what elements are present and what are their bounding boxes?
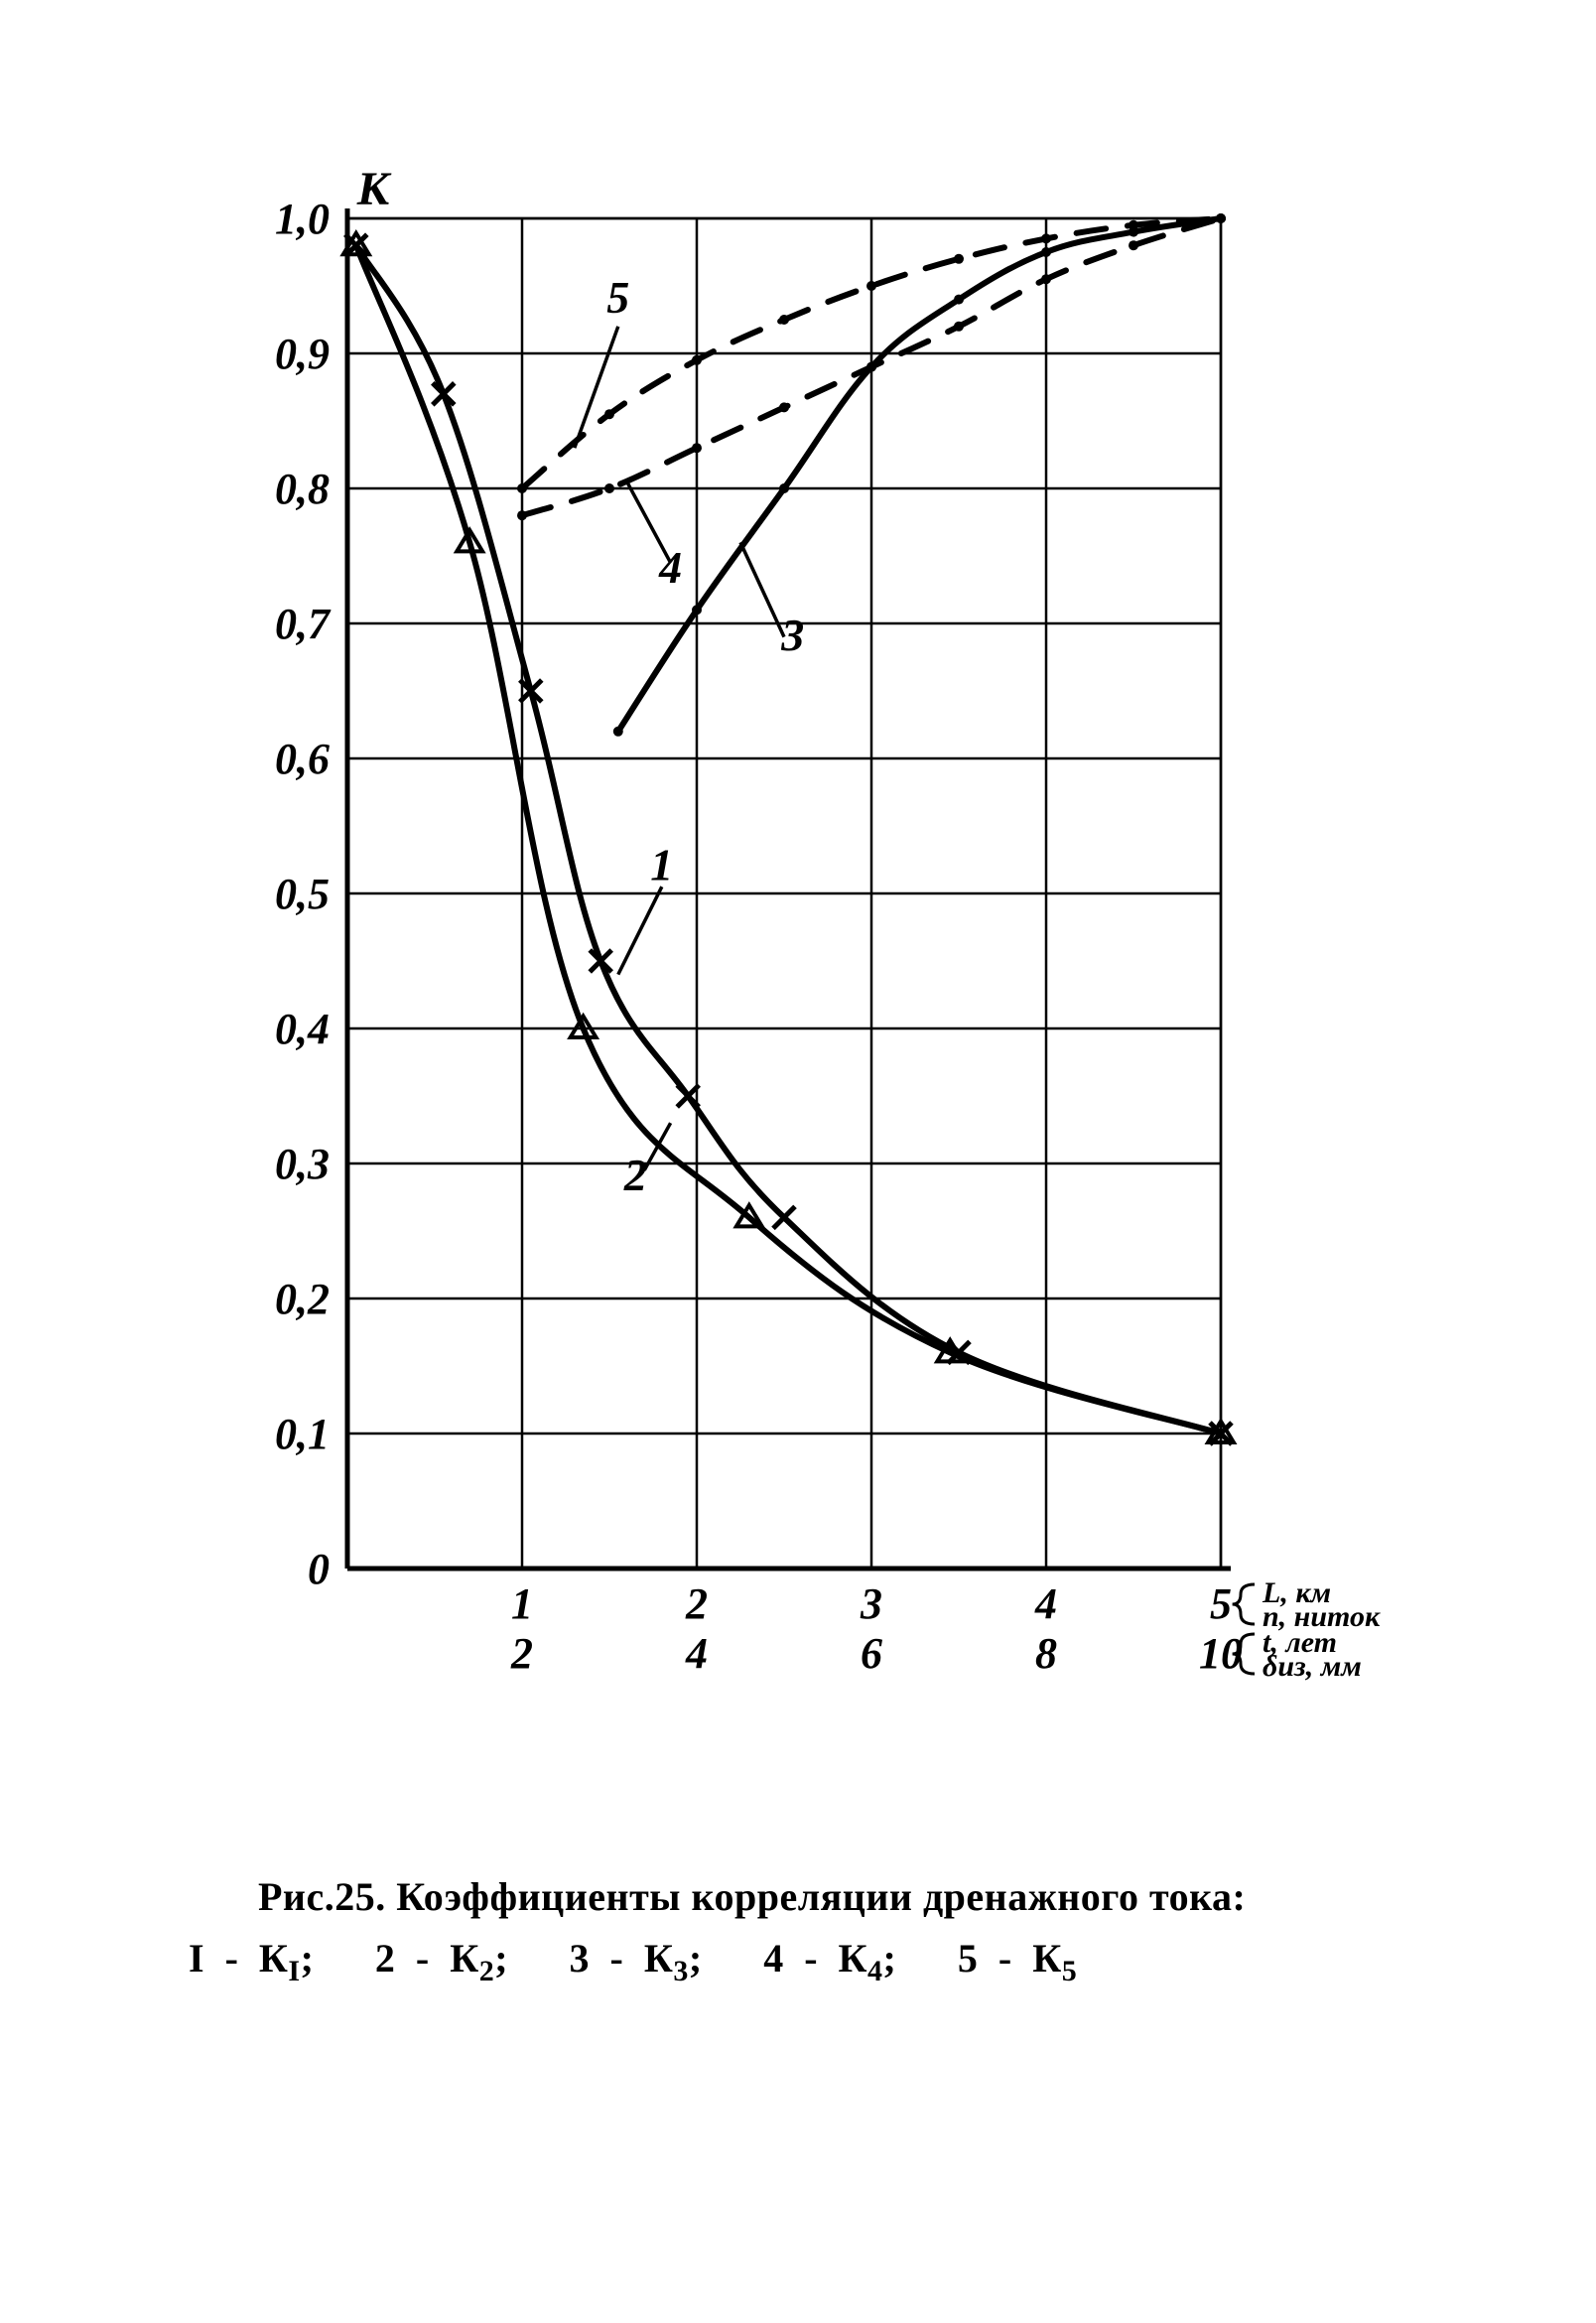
svg-text:1: 1 xyxy=(511,1579,533,1628)
figure-caption: Рис.25. Коэффициенты корреляции дренажно… xyxy=(179,1866,1419,1995)
svg-text:0,7: 0,7 xyxy=(275,600,332,648)
svg-text:0,2: 0,2 xyxy=(275,1275,330,1323)
svg-text:0,5: 0,5 xyxy=(275,870,330,918)
svg-text:4: 4 xyxy=(685,1629,708,1678)
svg-text:0,6: 0,6 xyxy=(275,735,330,783)
svg-text:3: 3 xyxy=(860,1579,882,1628)
svg-text:8: 8 xyxy=(1035,1629,1057,1678)
svg-text:4: 4 xyxy=(1034,1579,1057,1628)
svg-text:1,0: 1,0 xyxy=(275,195,330,243)
svg-text:0: 0 xyxy=(308,1545,330,1593)
svg-text:2: 2 xyxy=(510,1629,533,1678)
svg-text:К: К xyxy=(356,163,392,215)
svg-text:0,8: 0,8 xyxy=(275,465,330,513)
figure-label: Рис.25. xyxy=(258,1874,386,1919)
svg-text:0,4: 0,4 xyxy=(275,1005,330,1053)
figure-legend: I - КI; 2 - К2; 3 - К3; 4 - К4; 5 - К5 xyxy=(189,1928,1419,1995)
svg-text:δиз, мм: δиз, мм xyxy=(1263,1650,1362,1683)
svg-text:2: 2 xyxy=(623,1150,647,1200)
svg-text:0,9: 0,9 xyxy=(275,330,330,378)
correlation-chart: 00,10,20,30,40,50,60,70,80,91,0К12345246… xyxy=(208,159,1399,1767)
svg-text:2: 2 xyxy=(685,1579,708,1628)
svg-text:0,1: 0,1 xyxy=(275,1410,330,1458)
svg-text:0,3: 0,3 xyxy=(275,1140,330,1188)
svg-text:5: 5 xyxy=(606,272,629,323)
figure-title: Коэффициенты корреляции дренажного тока: xyxy=(396,1874,1246,1919)
svg-text:6: 6 xyxy=(861,1629,882,1678)
svg-text:1: 1 xyxy=(650,839,673,889)
svg-text:5: 5 xyxy=(1210,1579,1232,1628)
